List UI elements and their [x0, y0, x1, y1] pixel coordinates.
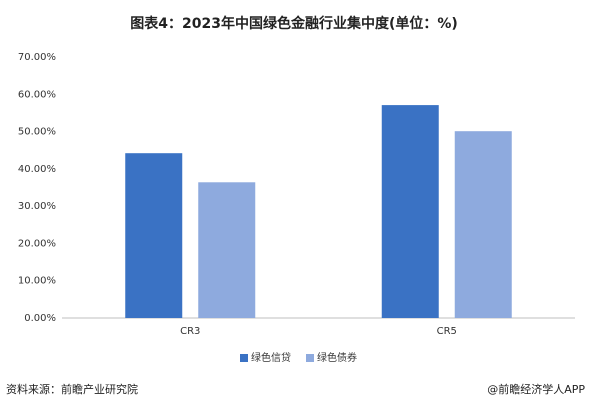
bar — [125, 153, 183, 318]
chart-title: 图表4：2023年中国绿色金融行业集中度(单位：%) — [130, 15, 458, 32]
y-tick-label: 30.00% — [18, 201, 56, 212]
x-tick-label: CR5 — [437, 326, 457, 337]
legend-swatch — [240, 354, 248, 362]
y-tick-label: 40.00% — [18, 164, 56, 175]
credit: @前瞻经济学人APP — [487, 382, 585, 396]
x-tick-label: CR3 — [180, 326, 200, 337]
y-tick-label: 50.00% — [18, 127, 56, 138]
legend-label: 绿色信贷 — [251, 351, 291, 364]
y-tick-label: 70.00% — [18, 52, 56, 63]
y-tick-label: 60.00% — [18, 89, 56, 100]
y-tick-label: 20.00% — [18, 238, 56, 249]
y-tick-label: 10.00% — [18, 276, 56, 287]
bar — [381, 105, 439, 318]
bar — [454, 131, 512, 318]
bar — [198, 182, 256, 318]
source: 资料来源：前瞻产业研究院 — [6, 382, 138, 396]
y-tick-label: 0.00% — [24, 313, 56, 324]
legend-label: 绿色债券 — [317, 351, 357, 364]
legend-swatch — [306, 354, 314, 362]
